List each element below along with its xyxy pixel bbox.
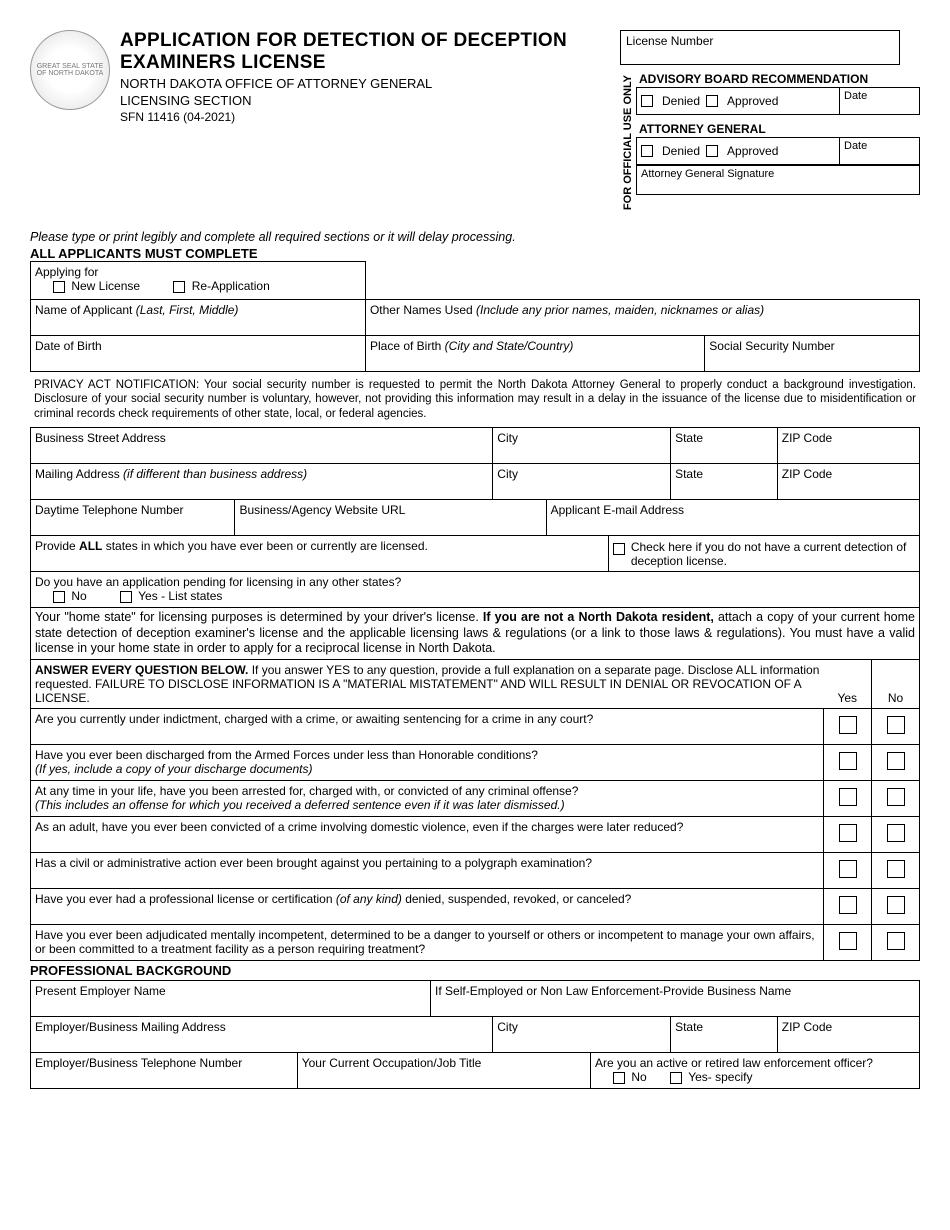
- pob-field[interactable]: Place of Birth (City and State/Country): [365, 336, 704, 372]
- advisory-label: ADVISORY BOARD RECOMMENDATION: [636, 71, 920, 87]
- ag-label: ATTORNEY GENERAL: [636, 121, 920, 137]
- section-name: LICENSING SECTION: [120, 93, 610, 108]
- applying-for-cell: Applying for New License Re-Application: [31, 262, 366, 300]
- q6-yes[interactable]: [824, 889, 872, 925]
- no-license-cell: Check here if you do not have a current …: [608, 536, 919, 572]
- leo-yes-checkbox[interactable]: [670, 1072, 682, 1084]
- applicant-name-field[interactable]: Name of Applicant (Last, First, Middle): [31, 300, 366, 336]
- occupation-field[interactable]: Your Current Occupation/Job Title: [297, 1053, 590, 1089]
- biz-zip-field[interactable]: ZIP Code: [777, 428, 919, 464]
- biz-city-field[interactable]: City: [493, 428, 671, 464]
- question-6: Have you ever had a professional license…: [31, 889, 824, 925]
- question-2: Have you ever been discharged from the A…: [31, 745, 824, 781]
- yes-header: Yes: [824, 660, 872, 709]
- question-1: Are you currently under indictment, char…: [31, 709, 824, 745]
- phone-field[interactable]: Daytime Telephone Number: [31, 500, 235, 536]
- self-employed-field[interactable]: If Self-Employed or Non Law Enforcement-…: [431, 981, 920, 1017]
- ag-date-field[interactable]: Date: [840, 137, 920, 165]
- instruction-text: Please type or print legibly and complet…: [30, 230, 920, 244]
- emp-address-field[interactable]: Employer/Business Mailing Address: [31, 1017, 493, 1053]
- title-block: APPLICATION FOR DETECTION OF DECEPTION E…: [120, 30, 610, 214]
- privacy-notice: PRIVACY ACT NOTIFICATION: Your social se…: [30, 372, 920, 427]
- ag-approved-checkbox[interactable]: [706, 145, 718, 157]
- state-seal: GREAT SEAL STATE OF NORTH DAKOTA: [30, 30, 110, 110]
- mail-city-field[interactable]: City: [493, 464, 671, 500]
- q4-no[interactable]: [872, 817, 920, 853]
- emp-city-field[interactable]: City: [493, 1017, 671, 1053]
- mail-address-field[interactable]: Mailing Address (if different than busin…: [31, 464, 493, 500]
- biz-address-field[interactable]: Business Street Address: [31, 428, 493, 464]
- q6-no[interactable]: [872, 889, 920, 925]
- q5-no[interactable]: [872, 853, 920, 889]
- q4-yes[interactable]: [824, 817, 872, 853]
- q3-no[interactable]: [872, 781, 920, 817]
- q2-no[interactable]: [872, 745, 920, 781]
- question-3: At any time in your life, have you been …: [31, 781, 824, 817]
- question-4: As an adult, have you ever been convicte…: [31, 817, 824, 853]
- q7-yes[interactable]: [824, 925, 872, 961]
- pending-no-checkbox[interactable]: [53, 591, 65, 603]
- reapplication-checkbox[interactable]: [173, 281, 185, 293]
- agency-name: NORTH DAKOTA OFFICE OF ATTORNEY GENERAL: [120, 76, 610, 91]
- official-use-label: FOR OFFICIAL USE ONLY: [620, 71, 636, 214]
- ag-signature-field[interactable]: Attorney General Signature: [636, 165, 920, 195]
- emp-phone-field[interactable]: Employer/Business Telephone Number: [31, 1053, 298, 1089]
- email-field[interactable]: Applicant E-mail Address: [546, 500, 919, 536]
- pending-cell: Do you have an application pending for l…: [31, 572, 920, 608]
- biz-state-field[interactable]: State: [671, 428, 778, 464]
- mail-zip-field[interactable]: ZIP Code: [777, 464, 919, 500]
- emp-state-field[interactable]: State: [671, 1017, 778, 1053]
- dob-field[interactable]: Date of Birth: [31, 336, 366, 372]
- advisory-denied-checkbox[interactable]: [641, 95, 653, 107]
- home-state-note: Your "home state" for licensing purposes…: [30, 608, 920, 660]
- advisory-approved-checkbox[interactable]: [706, 95, 718, 107]
- q3-yes[interactable]: [824, 781, 872, 817]
- url-field[interactable]: Business/Agency Website URL: [235, 500, 546, 536]
- other-names-field[interactable]: Other Names Used (Include any prior name…: [365, 300, 919, 336]
- q7-no[interactable]: [872, 925, 920, 961]
- must-complete-label: ALL APPLICANTS MUST COMPLETE: [30, 246, 920, 261]
- form-title: APPLICATION FOR DETECTION OF DECEPTION E…: [120, 30, 610, 74]
- all-states-field[interactable]: Provide ALL states in which you have eve…: [31, 536, 609, 572]
- ssn-field[interactable]: Social Security Number: [705, 336, 920, 372]
- q5-yes[interactable]: [824, 853, 872, 889]
- mail-state-field[interactable]: State: [671, 464, 778, 500]
- q1-yes[interactable]: [824, 709, 872, 745]
- question-7: Have you ever been adjudicated mentally …: [31, 925, 824, 961]
- prof-background-header: PROFESSIONAL BACKGROUND: [30, 961, 920, 980]
- q1-no[interactable]: [872, 709, 920, 745]
- no-header: No: [872, 660, 920, 709]
- advisory-date-field[interactable]: Date: [840, 87, 920, 115]
- answer-instruction: ANSWER EVERY QUESTION BELOW. If you answ…: [31, 660, 824, 709]
- form-number: SFN 11416 (04-2021): [120, 110, 610, 124]
- new-license-checkbox[interactable]: [53, 281, 65, 293]
- pending-yes-checkbox[interactable]: [120, 591, 132, 603]
- question-5: Has a civil or administrative action eve…: [31, 853, 824, 889]
- employer-name-field[interactable]: Present Employer Name: [31, 981, 431, 1017]
- no-license-checkbox[interactable]: [613, 543, 625, 555]
- ag-denied-checkbox[interactable]: [641, 145, 653, 157]
- leo-no-checkbox[interactable]: [613, 1072, 625, 1084]
- q2-yes[interactable]: [824, 745, 872, 781]
- license-number-field[interactable]: License Number: [620, 30, 900, 65]
- leo-cell: Are you an active or retired law enforce…: [591, 1053, 920, 1089]
- emp-zip-field[interactable]: ZIP Code: [777, 1017, 919, 1053]
